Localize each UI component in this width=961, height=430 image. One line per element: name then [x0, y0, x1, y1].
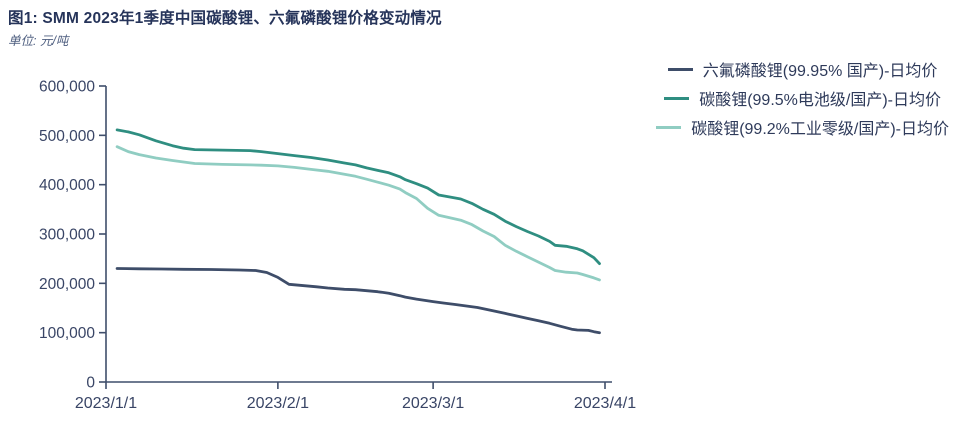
x-axis-tick-label: 2023/1/1: [75, 395, 137, 412]
figure-title: 图1: SMM 2023年1季度中国碳酸锂、六氟磷酸锂价格变动情况: [8, 10, 442, 27]
legend-item-2: 碳酸锂(99.2%工业零级/国产)-日均价: [656, 115, 949, 139]
y-axis-tick-label: 400,000: [39, 177, 95, 194]
legend-item-0: 六氟磷酸锂(99.95% 国产)-日均价: [667, 57, 938, 81]
legend-swatch-icon: [664, 96, 690, 100]
y-axis-tick-label: 300,000: [39, 227, 95, 244]
legend-label: 碳酸锂(99.5%电池级/国产)-日均价: [699, 92, 941, 109]
legend-swatch-icon: [656, 125, 682, 129]
legend-swatch-icon: [667, 67, 693, 71]
y-axis-tick-label: 500,000: [39, 128, 95, 145]
series-line-0: [115, 267, 601, 335]
figure-unit-label: 单位: 元/吨: [8, 34, 69, 48]
legend-label: 六氟磷酸锂(99.95% 国产)-日均价: [702, 63, 938, 80]
x-axis-tick-label: 2023/3/1: [402, 395, 464, 412]
y-axis-tick-label: 200,000: [39, 276, 95, 293]
legend-item-1: 碳酸锂(99.5%电池级/国产)-日均价: [664, 86, 941, 110]
chart-legend: 六氟磷酸锂(99.95% 国产)-日均价 碳酸锂(99.5%电池级/国产)-日均价…: [656, 57, 949, 139]
x-axis-tick-label: 2023/2/1: [247, 395, 309, 412]
legend-label: 碳酸锂(99.2%工业零级/国产)-日均价: [691, 121, 949, 138]
x-axis-tick-label: 2023/4/1: [574, 395, 636, 412]
series-line-1: [115, 128, 601, 266]
y-axis-tick-label: 100,000: [39, 325, 95, 342]
y-axis-tick-label: 0: [86, 375, 95, 392]
series-line-2: [115, 145, 601, 282]
y-axis-tick-label: 600,000: [39, 79, 95, 96]
